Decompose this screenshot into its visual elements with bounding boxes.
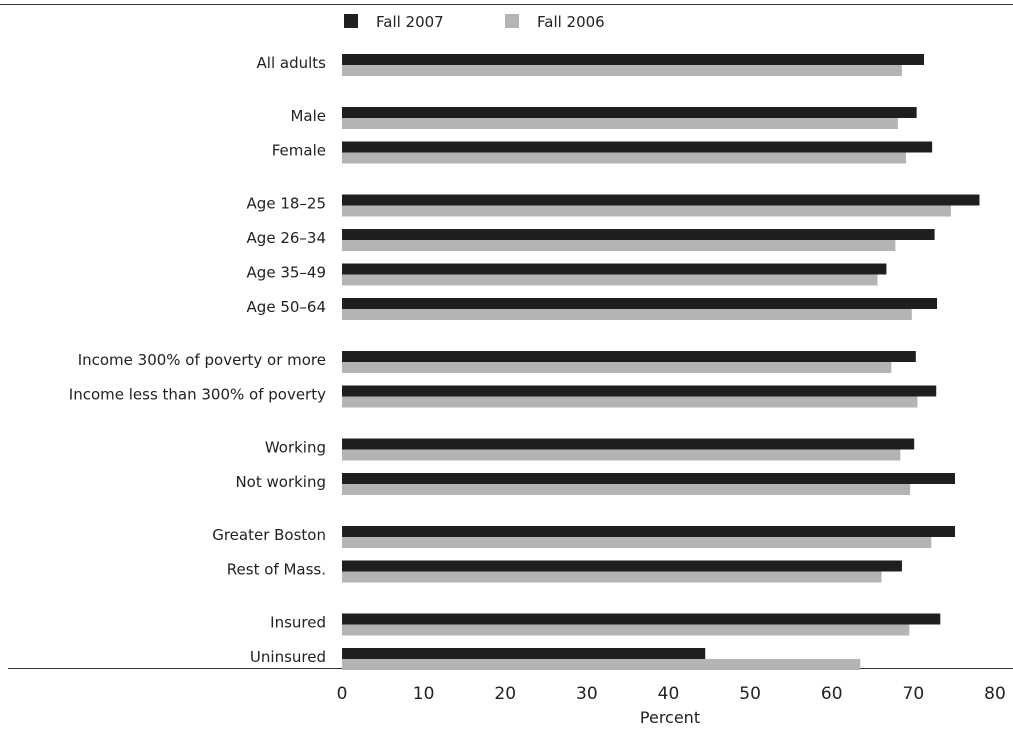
bar-series-1 (342, 560, 902, 572)
bar-series-1 (342, 648, 706, 659)
x-tick-label: 30 (576, 684, 598, 704)
legend: Fall 2007 Fall 2006 (344, 13, 605, 31)
bar-series-2 (342, 571, 882, 583)
bar-series-2 (342, 65, 902, 76)
bar-series-2 (342, 205, 951, 217)
bar-series-2 (342, 274, 878, 286)
category-label: Male (290, 107, 326, 125)
bar-series-1 (342, 141, 933, 153)
category-label: Income 300% of poverty or more (78, 351, 326, 369)
category-label: Insured (270, 614, 326, 632)
x-tick-label: 70 (903, 684, 925, 704)
x-tick-label: 60 (821, 684, 843, 704)
x-tick-label: 20 (494, 684, 516, 704)
category-label: Working (265, 439, 326, 457)
bar-series-1 (342, 107, 917, 118)
bar-series-2 (342, 118, 898, 129)
legend-label: Fall 2006 (537, 13, 605, 31)
bars (342, 54, 980, 670)
x-tick-label: 80 (984, 684, 1006, 704)
bar-series-2 (342, 624, 910, 636)
bar-series-1 (342, 385, 937, 397)
legend-swatch (505, 14, 519, 28)
legend-swatch (344, 14, 358, 28)
category-label: Not working (235, 473, 326, 491)
category-label: Age 50–64 (247, 298, 326, 316)
category-label: Rest of Mass. (227, 561, 326, 579)
x-axis-label: Percent (640, 708, 700, 727)
bar-series-1 (342, 526, 956, 537)
x-tick-label: 0 (337, 684, 348, 704)
bar-series-1 (342, 194, 980, 206)
bar-series-1 (342, 613, 941, 625)
bar-series-1 (342, 473, 956, 484)
bar-series-2 (342, 396, 918, 408)
legend-label: Fall 2007 (376, 13, 444, 31)
bar-series-1 (342, 438, 915, 450)
category-labels: All adults Male Female Age 18–25 Age 26–34 Ag… (69, 54, 326, 666)
bar-series-1 (342, 229, 935, 240)
bar-series-1 (342, 351, 916, 362)
bar-series-2 (342, 240, 896, 251)
category-label: All adults (257, 54, 327, 72)
x-tick-label: 40 (658, 684, 680, 704)
category-label: Age 35–49 (247, 264, 326, 282)
bar-series-1 (342, 298, 938, 309)
bar-series-1 (342, 54, 924, 65)
x-tick-label: 50 (739, 684, 761, 704)
bar-series-2 (342, 659, 861, 670)
x-tick-label: 10 (413, 684, 435, 704)
category-label: Uninsured (250, 648, 326, 666)
bar-series-2 (342, 152, 907, 164)
category-label: Greater Boston (212, 526, 326, 544)
bar-series-2 (342, 362, 892, 373)
category-label: Income less than 300% of poverty (69, 386, 326, 404)
category-label: Age 26–34 (247, 229, 326, 247)
category-label: Female (272, 142, 326, 160)
bar-series-2 (342, 537, 932, 548)
bar-series-1 (342, 263, 887, 275)
category-label: Age 18–25 (247, 195, 326, 213)
x-axis-ticks: 0 10 20 30 40 50 60 70 80 (337, 684, 1006, 704)
bar-series-2 (342, 449, 901, 461)
bar-series-2 (342, 309, 912, 320)
bar-series-2 (342, 484, 911, 495)
